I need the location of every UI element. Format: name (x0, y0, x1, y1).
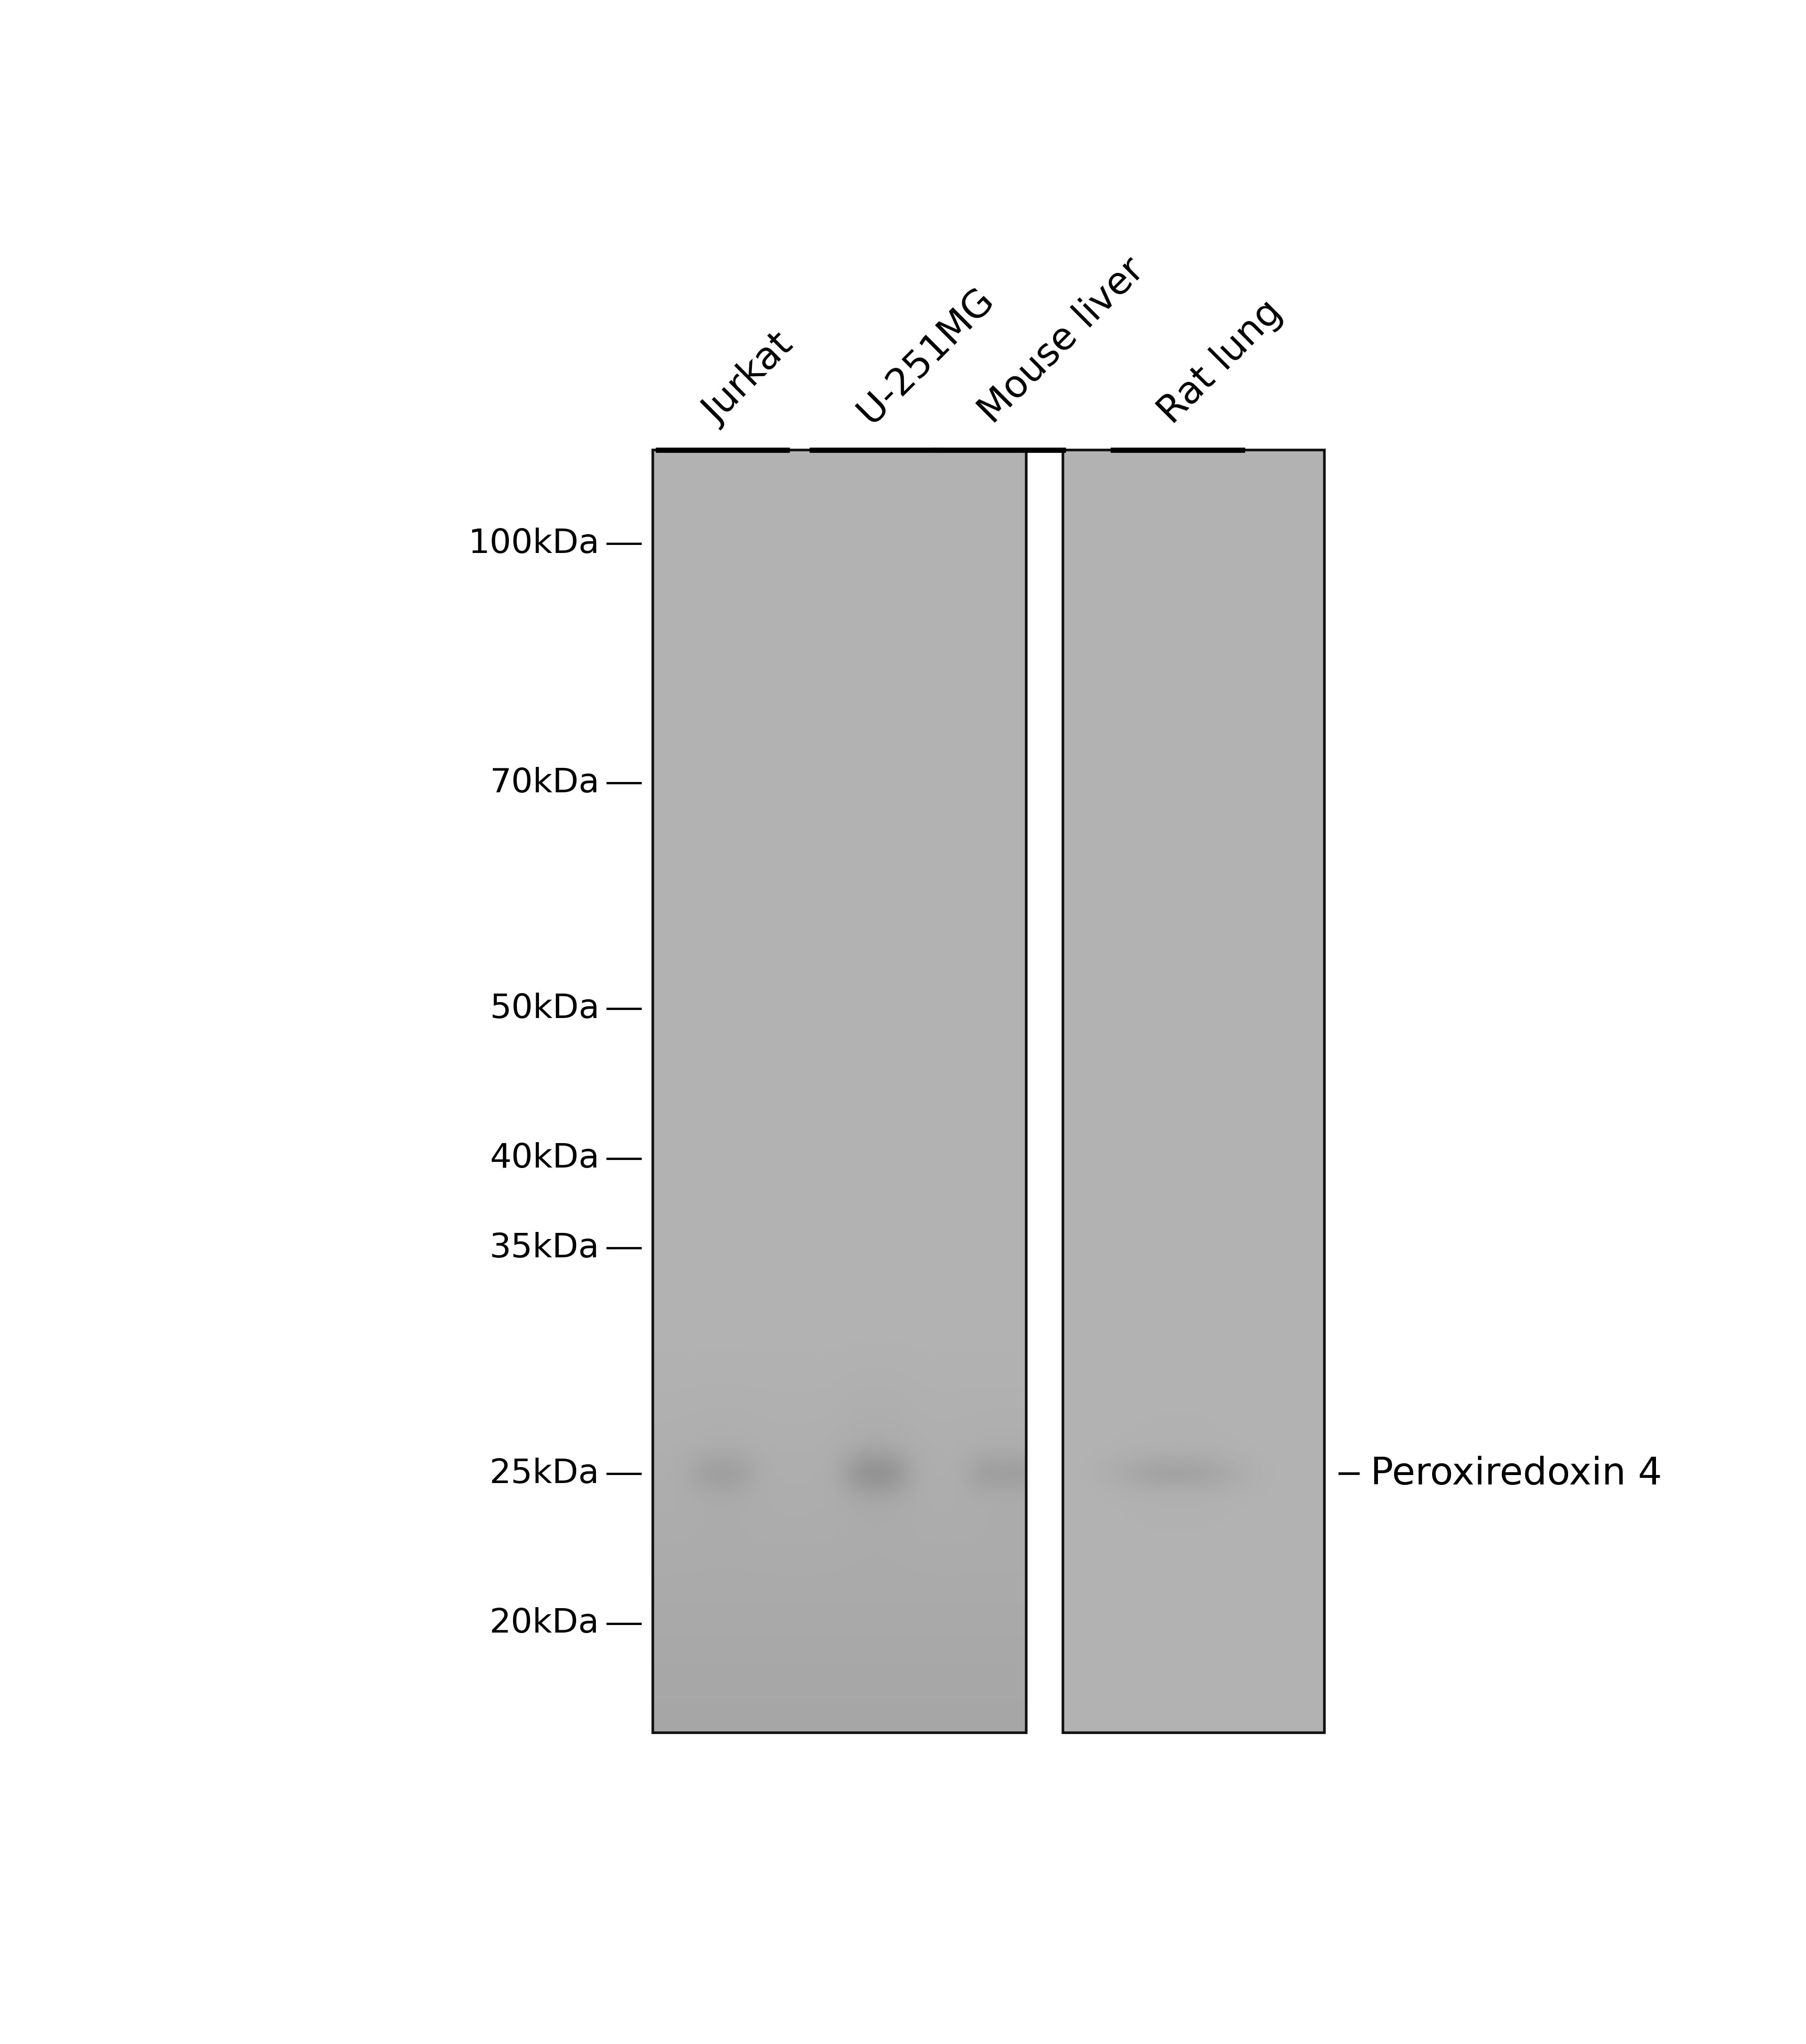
Text: Rat lung: Rat lung (1152, 292, 1289, 431)
Bar (1062, 450, 1324, 1733)
Text: Jurkat: Jurkat (697, 327, 800, 431)
Text: 20kDa: 20kDa (489, 1607, 600, 1639)
Text: 100kDa: 100kDa (468, 527, 600, 560)
Bar (652, 450, 1026, 1733)
Text: Mouse liver: Mouse liver (972, 251, 1152, 431)
Text: U-251MG: U-251MG (851, 280, 1001, 431)
Text: 40kDa: 40kDa (489, 1143, 600, 1175)
Text: 35kDa: 35kDa (489, 1233, 600, 1265)
Text: 50kDa: 50kDa (489, 993, 600, 1024)
Text: 70kDa: 70kDa (489, 766, 600, 799)
Text: 25kDa: 25kDa (489, 1457, 600, 1490)
Text: Peroxiredoxin 4: Peroxiredoxin 4 (1371, 1455, 1662, 1492)
